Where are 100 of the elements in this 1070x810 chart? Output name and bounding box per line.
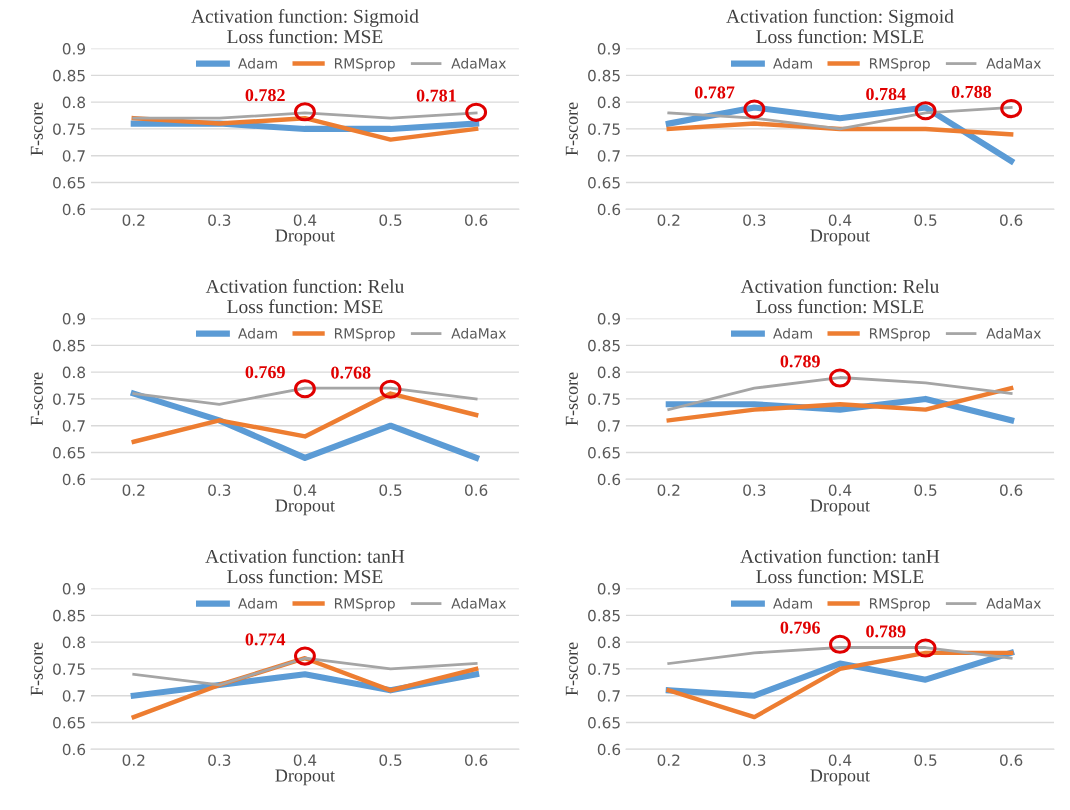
annotation: 0.774 xyxy=(245,633,286,646)
y-tick-label: 0.8 xyxy=(62,366,86,379)
legend-label: AdaMax xyxy=(451,327,506,339)
line-series xyxy=(666,385,1014,423)
y-tick-label: 0.75 xyxy=(53,663,85,675)
y-tick-label: 0.85 xyxy=(588,339,620,352)
annotation: 0.784 xyxy=(866,87,906,101)
x-axis-title: Dropout xyxy=(275,769,335,786)
y-tick-label: 0.75 xyxy=(588,123,620,135)
y-tick-label: 0.75 xyxy=(588,663,620,675)
y-tick-label: 0.9 xyxy=(597,313,621,325)
legend-label: AdaMax xyxy=(451,57,506,69)
chart-title: Activation function: Sigmoid Loss function: MSE xyxy=(191,8,419,44)
y-tick-label: 0.8 xyxy=(62,636,86,649)
x-tick-label: 0.4 xyxy=(828,754,852,766)
y-tick-label: 0.8 xyxy=(597,96,621,109)
x-tick-label: 0.6 xyxy=(1000,484,1023,496)
annotation: 0.787 xyxy=(694,86,735,99)
y-axis-title: F-score xyxy=(30,102,43,156)
y-tick-label: 0.8 xyxy=(62,96,86,109)
y-tick-label: 0.9 xyxy=(62,43,86,55)
x-tick-label: 0.2 xyxy=(657,214,680,226)
x-axis-title: Dropout xyxy=(810,229,870,246)
chart-title: Activation function: Sigmoid Loss function: MSLE xyxy=(726,8,954,44)
y-tick-label: 0.65 xyxy=(53,716,85,729)
y-tick-label: 0.65 xyxy=(53,446,85,459)
y-tick-label: 0.75 xyxy=(588,393,620,405)
y-tick-label: 0.85 xyxy=(53,339,85,352)
y-tick-label: 0.6 xyxy=(597,203,621,216)
legend-label: AdaMax xyxy=(986,327,1041,339)
legend-label: Adam xyxy=(238,597,277,609)
legend-label: AdaMax xyxy=(986,57,1041,69)
y-tick-label: 0.9 xyxy=(597,43,621,55)
y-tick-label: 0.7 xyxy=(62,690,85,702)
x-tick-label: 0.6 xyxy=(465,754,488,766)
x-tick-label: 0.4 xyxy=(828,214,852,226)
y-tick-label: 0.9 xyxy=(62,583,86,595)
y-tick-label: 0.7 xyxy=(597,690,620,702)
x-axis-title: Dropout xyxy=(810,499,870,516)
x-axis-title: Dropout xyxy=(275,229,335,246)
x-tick-label: 0.6 xyxy=(465,484,488,496)
x-axis-title: Dropout xyxy=(810,769,870,786)
legend-label: RMSprop xyxy=(869,598,930,612)
x-tick-label: 0.4 xyxy=(293,484,317,496)
annotation: 0.782 xyxy=(245,88,285,102)
x-tick-label: 0.2 xyxy=(657,754,680,766)
y-tick-label: 0.9 xyxy=(62,313,86,325)
x-tick-label: 0.4 xyxy=(293,214,317,226)
y-tick-label: 0.65 xyxy=(588,716,620,729)
chart-title: Activation function: Relu Loss function: MSE xyxy=(205,279,404,314)
x-tick-label: 0.2 xyxy=(657,484,680,496)
annotation: 0.781 xyxy=(416,89,456,102)
legend-label: Adam xyxy=(773,597,812,609)
x-tick-label: 0.6 xyxy=(1000,754,1023,766)
x-tick-label: 0.3 xyxy=(743,754,766,766)
annotation: 0.789 xyxy=(866,625,906,638)
annotation: 0.788 xyxy=(951,85,992,99)
x-tick-label: 0.5 xyxy=(914,484,937,496)
y-tick-label: 0.85 xyxy=(588,609,620,622)
x-tick-label: 0.2 xyxy=(122,484,145,496)
legend-label: RMSprop xyxy=(334,598,395,612)
x-axis-title: Dropout xyxy=(275,499,335,516)
x-tick-label: 0.3 xyxy=(743,484,766,496)
y-tick-label: 0.65 xyxy=(588,446,620,459)
y-tick-label: 0.75 xyxy=(53,123,85,135)
x-tick-label: 0.3 xyxy=(743,214,766,226)
y-tick-label: 0.65 xyxy=(588,176,620,189)
x-tick-label: 0.6 xyxy=(1000,214,1023,226)
y-tick-label: 0.8 xyxy=(597,366,621,379)
x-tick-label: 0.6 xyxy=(465,214,488,226)
y-axis-title: F-score xyxy=(565,372,578,426)
legend-label: RMSprop xyxy=(869,58,930,72)
y-axis-title: F-score xyxy=(565,642,578,696)
x-tick-label: 0.4 xyxy=(828,484,852,496)
annotation: 0.769 xyxy=(245,365,285,379)
y-tick-label: 0.85 xyxy=(588,69,620,82)
chart-title: Activation function: tanH Loss function: MSLE xyxy=(740,549,940,584)
y-tick-label: 0.7 xyxy=(597,420,620,432)
legend-label: Adam xyxy=(773,327,812,339)
y-tick-label: 0.6 xyxy=(62,203,86,216)
y-axis-title: F-score xyxy=(30,642,43,696)
legend-label: Adam xyxy=(238,57,277,69)
x-tick-label: 0.2 xyxy=(122,214,145,226)
legend-label: Adam xyxy=(773,57,812,69)
y-tick-label: 0.7 xyxy=(62,420,85,432)
legend-label: AdaMax xyxy=(451,597,506,609)
y-tick-label: 0.6 xyxy=(597,473,621,486)
y-tick-label: 0.7 xyxy=(62,150,85,162)
x-tick-label: 0.5 xyxy=(914,754,937,766)
x-tick-label: 0.5 xyxy=(914,214,937,226)
legend-label: AdaMax xyxy=(986,597,1041,609)
y-axis-title: F-score xyxy=(30,372,43,426)
y-tick-label: 0.6 xyxy=(62,743,86,756)
x-tick-label: 0.3 xyxy=(208,484,231,496)
y-tick-label: 0.9 xyxy=(597,583,621,595)
chart-title: Activation function: tanH Loss function: MSE xyxy=(205,549,405,584)
x-tick-label: 0.2 xyxy=(122,754,145,766)
annotation: 0.789 xyxy=(780,355,820,368)
chart-title: Activation function: Relu Loss function: MSLE xyxy=(740,279,939,314)
x-tick-label: 0.5 xyxy=(379,214,402,226)
